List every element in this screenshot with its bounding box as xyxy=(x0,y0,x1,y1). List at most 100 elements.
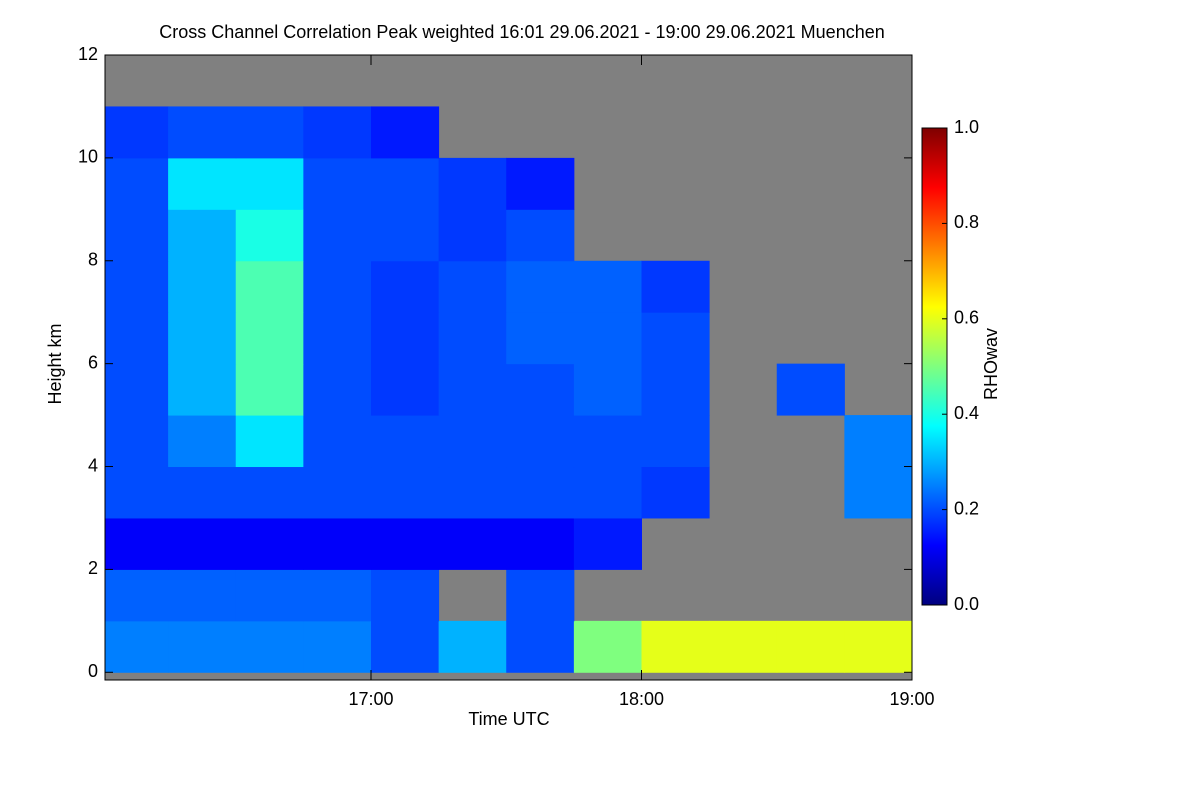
heatmap-cell xyxy=(709,620,778,673)
heatmap-cell xyxy=(844,415,913,468)
heatmap-cell xyxy=(438,209,507,262)
heatmap-cell xyxy=(370,363,440,416)
heatmap-cell xyxy=(303,106,372,159)
heatmap-cell xyxy=(844,620,913,673)
heatmap-cell xyxy=(168,363,237,416)
heatmap-cell xyxy=(105,569,169,622)
heatmap-cell xyxy=(303,312,372,365)
heatmap-cell xyxy=(235,569,304,622)
heatmap-cell xyxy=(105,363,169,416)
x-tick-label: 17:00 xyxy=(348,689,393,709)
heatmap-cell xyxy=(303,363,372,416)
heatmap-cell xyxy=(506,620,575,673)
x-tick-label: 18:00 xyxy=(619,689,664,709)
heatmap-cell xyxy=(168,569,237,622)
heatmap-cell xyxy=(168,209,237,262)
heatmap-cell xyxy=(573,312,642,365)
heatmap-cell xyxy=(370,260,440,313)
heatmap-cell xyxy=(641,466,710,519)
y-tick-label: 12 xyxy=(78,44,98,64)
heatmap-cell xyxy=(235,363,304,416)
heatmap-cell xyxy=(235,106,304,159)
heatmap-cell xyxy=(105,260,169,313)
heatmap-cell xyxy=(303,620,372,673)
heatmap-cell xyxy=(573,517,642,570)
heatmap-cell xyxy=(438,312,507,365)
heatmap-cell xyxy=(235,312,304,365)
heatmap-cell xyxy=(573,466,642,519)
heatmap-cell xyxy=(105,157,169,210)
heatmap-cell xyxy=(370,620,440,673)
heatmap-cell xyxy=(506,415,575,468)
heatmap-cell xyxy=(105,466,169,519)
heatmap-cell xyxy=(573,620,642,673)
heatmap-cell xyxy=(506,517,575,570)
heatmap-cell xyxy=(641,312,710,365)
heatmap-cell xyxy=(438,620,507,673)
heatmap-cell xyxy=(303,260,372,313)
heatmap-cell xyxy=(506,260,575,313)
heatmap-cell xyxy=(641,620,710,673)
heatmap-cell xyxy=(438,363,507,416)
y-tick-label: 4 xyxy=(88,455,98,475)
heatmap-cell xyxy=(105,517,169,570)
heatmap-cell xyxy=(506,209,575,262)
y-tick-label: 6 xyxy=(88,352,98,372)
heatmap-cell xyxy=(370,157,440,210)
colorbar-tick-label: 1.0 xyxy=(954,117,979,137)
heatmap-cell xyxy=(168,466,237,519)
heatmap-cell xyxy=(168,620,237,673)
heatmap-cell xyxy=(303,209,372,262)
x-axis-label: Time UTC xyxy=(468,709,549,729)
heatmap-cell xyxy=(438,466,507,519)
heatmap-cell xyxy=(303,517,372,570)
heatmap-cell xyxy=(506,363,575,416)
heatmap-cell xyxy=(235,620,304,673)
heatmap-cell xyxy=(105,415,169,468)
heatmap-cell xyxy=(235,415,304,468)
heatmap-cell xyxy=(168,106,237,159)
heatmap-cell xyxy=(370,106,440,159)
heatmap-cell xyxy=(438,157,507,210)
heatmap-cell xyxy=(370,517,440,570)
y-axis-label: Height km xyxy=(45,323,65,404)
heatmap-cell xyxy=(506,157,575,210)
heatmap-cell xyxy=(235,466,304,519)
y-tick-label: 10 xyxy=(78,147,98,167)
colorbar xyxy=(921,127,948,606)
heatmap-cell xyxy=(370,209,440,262)
colorbar-label: RHOwav xyxy=(981,328,1001,400)
colorbar-tick-label: 0.6 xyxy=(954,308,979,328)
heatmap-cell xyxy=(235,260,304,313)
heatmap-cell xyxy=(370,415,440,468)
x-tick-label: 19:00 xyxy=(889,689,934,709)
chart-title: Cross Channel Correlation Peak weighted … xyxy=(159,22,885,42)
y-tick-label: 2 xyxy=(88,558,98,578)
heatmap-cell xyxy=(776,620,845,673)
heatmap-cell xyxy=(641,260,710,313)
heatmap-cell xyxy=(303,466,372,519)
heatmap-cell xyxy=(303,415,372,468)
heatmap-cell xyxy=(370,569,440,622)
colorbar-tick-label: 0.2 xyxy=(954,498,979,518)
heatmap-cell xyxy=(105,106,169,159)
heatmap-cell xyxy=(573,415,642,468)
heatmap-cell xyxy=(641,415,710,468)
heatmap-cell xyxy=(168,517,237,570)
y-tick-label: 8 xyxy=(88,250,98,270)
heatmap-cell xyxy=(168,312,237,365)
heatmap-cell xyxy=(370,466,440,519)
heatmap-cell xyxy=(506,312,575,365)
heatmap-cell xyxy=(168,415,237,468)
colorbar-tick-label: 0.4 xyxy=(954,403,979,423)
heatmap-cell xyxy=(235,209,304,262)
y-tick-label: 0 xyxy=(88,661,98,681)
heatmap-cell xyxy=(168,157,237,210)
heatmap-cell xyxy=(370,312,440,365)
heatmap-cell xyxy=(506,466,575,519)
heatmap-cell xyxy=(303,569,372,622)
heatmap-cell xyxy=(438,260,507,313)
heatmap-cell xyxy=(641,363,710,416)
heatmap-cell xyxy=(506,569,575,622)
